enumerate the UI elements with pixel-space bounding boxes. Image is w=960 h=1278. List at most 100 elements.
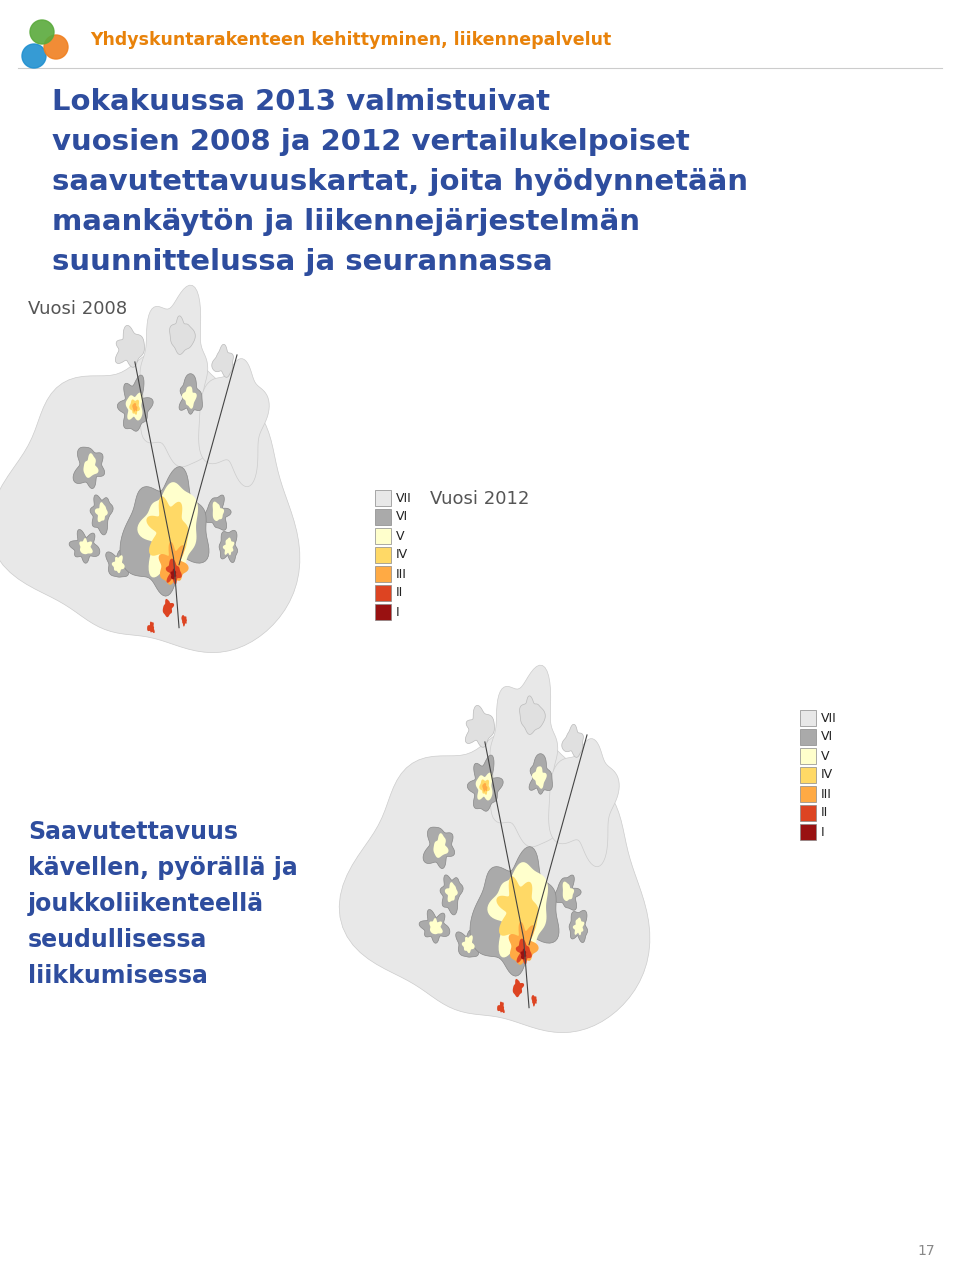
Polygon shape <box>170 316 195 354</box>
Text: III: III <box>396 567 407 580</box>
Polygon shape <box>106 550 132 578</box>
Text: maankäytön ja liikennejärjestelmän: maankäytön ja liikennejärjestelmän <box>52 208 640 236</box>
Polygon shape <box>440 875 463 915</box>
Text: V: V <box>821 749 829 763</box>
Text: Saavutettavuus: Saavutettavuus <box>28 820 238 843</box>
Polygon shape <box>519 695 545 735</box>
Polygon shape <box>117 374 154 431</box>
Polygon shape <box>497 1002 505 1013</box>
Circle shape <box>22 43 46 68</box>
Polygon shape <box>423 827 455 869</box>
Bar <box>800 786 816 803</box>
Polygon shape <box>171 569 177 579</box>
Polygon shape <box>420 910 450 943</box>
Bar <box>800 805 816 820</box>
Polygon shape <box>429 918 443 934</box>
Polygon shape <box>573 918 585 935</box>
Polygon shape <box>562 725 584 758</box>
Bar <box>800 824 816 840</box>
Polygon shape <box>132 403 137 412</box>
Text: II: II <box>821 806 828 819</box>
Polygon shape <box>490 665 561 847</box>
Text: seudullisessa: seudullisessa <box>28 928 207 952</box>
Text: I: I <box>396 606 399 619</box>
Text: II: II <box>396 587 403 599</box>
Polygon shape <box>80 538 93 555</box>
Polygon shape <box>69 529 100 564</box>
Polygon shape <box>532 996 537 1007</box>
Text: Yhdyskuntarakenteen kehittyminen, liikennepalvelut: Yhdyskuntarakenteen kehittyminen, liiken… <box>90 31 612 49</box>
Polygon shape <box>516 938 532 965</box>
Text: saavutettavuuskartat, joita hyödynnetään: saavutettavuuskartat, joita hyödynnetään <box>52 167 748 196</box>
Text: III: III <box>821 787 832 800</box>
Polygon shape <box>339 726 650 1033</box>
Polygon shape <box>130 400 140 415</box>
Polygon shape <box>509 921 539 965</box>
Polygon shape <box>181 615 187 626</box>
Polygon shape <box>444 882 458 902</box>
Bar <box>800 767 816 783</box>
Polygon shape <box>158 542 188 585</box>
Polygon shape <box>456 930 483 957</box>
Polygon shape <box>111 555 125 573</box>
Text: vuosien 2008 ja 2012 vertailukelpoiset: vuosien 2008 ja 2012 vertailukelpoiset <box>52 128 689 156</box>
Text: liikkumisessa: liikkumisessa <box>28 964 208 988</box>
Polygon shape <box>180 373 203 414</box>
Bar <box>375 528 391 544</box>
Text: VI: VI <box>821 731 833 744</box>
Polygon shape <box>199 359 269 487</box>
Polygon shape <box>137 482 198 578</box>
Polygon shape <box>468 755 503 812</box>
Polygon shape <box>204 495 231 530</box>
Text: V: V <box>396 529 404 542</box>
Bar <box>375 547 391 564</box>
Circle shape <box>30 20 54 43</box>
Bar <box>800 711 816 726</box>
Polygon shape <box>212 344 233 377</box>
Polygon shape <box>496 877 539 941</box>
Polygon shape <box>520 948 526 960</box>
Polygon shape <box>163 599 174 617</box>
Polygon shape <box>140 285 211 466</box>
Bar <box>375 509 391 525</box>
Polygon shape <box>482 783 488 792</box>
Bar <box>375 585 391 601</box>
Polygon shape <box>147 621 155 633</box>
Polygon shape <box>73 447 105 488</box>
Bar <box>800 728 816 745</box>
Polygon shape <box>479 780 490 795</box>
Polygon shape <box>563 882 574 901</box>
Text: VII: VII <box>396 492 412 505</box>
Text: Vuosi 2012: Vuosi 2012 <box>430 489 529 507</box>
Polygon shape <box>95 502 108 523</box>
Text: Lokakuussa 2013 valmistuivat: Lokakuussa 2013 valmistuivat <box>52 88 550 116</box>
Polygon shape <box>549 739 619 866</box>
Bar <box>375 604 391 620</box>
Polygon shape <box>476 773 492 800</box>
Polygon shape <box>0 346 300 653</box>
Polygon shape <box>532 767 547 789</box>
Text: VII: VII <box>821 712 837 725</box>
Text: IV: IV <box>821 768 833 782</box>
Text: 17: 17 <box>918 1243 935 1258</box>
Polygon shape <box>90 495 113 535</box>
Polygon shape <box>212 501 224 521</box>
Polygon shape <box>219 530 237 562</box>
Text: Vuosi 2008: Vuosi 2008 <box>28 300 127 318</box>
Polygon shape <box>488 863 548 957</box>
Polygon shape <box>115 326 145 367</box>
Polygon shape <box>569 910 588 943</box>
Polygon shape <box>529 754 552 794</box>
Polygon shape <box>120 466 209 596</box>
Polygon shape <box>554 875 581 910</box>
Text: kävellen, pyörällä ja: kävellen, pyörällä ja <box>28 856 298 881</box>
Polygon shape <box>462 935 474 953</box>
Bar <box>800 748 816 764</box>
Circle shape <box>44 35 68 59</box>
Text: VI: VI <box>396 510 408 524</box>
Polygon shape <box>182 386 197 409</box>
Polygon shape <box>223 538 234 555</box>
Polygon shape <box>433 833 448 858</box>
Text: IV: IV <box>396 548 408 561</box>
Polygon shape <box>466 705 494 748</box>
